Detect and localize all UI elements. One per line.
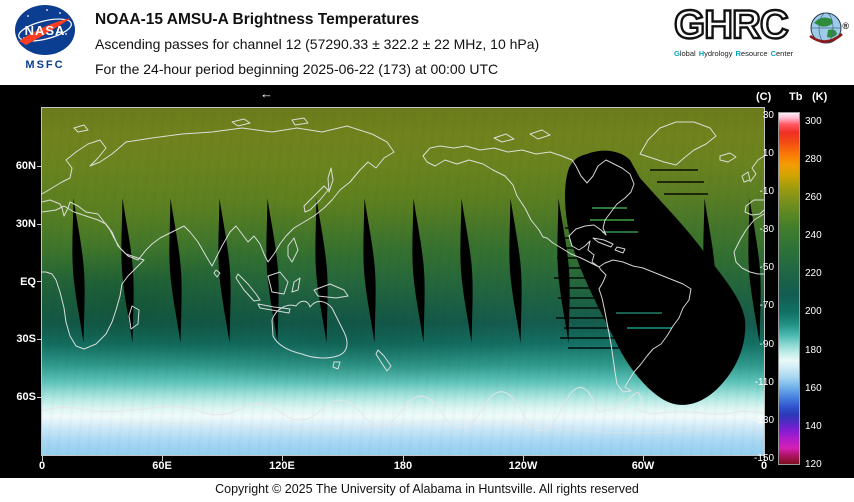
lon-label-180: 180 — [393, 460, 413, 472]
valid-data-streaks — [590, 207, 672, 329]
k-tick: 200 — [805, 306, 822, 317]
subtitle-channel: Ascending passes for channel 12 (57290.3… — [95, 36, 540, 52]
ghrc-logo: GHRC ® Global Hydrology Resource Center — [673, 2, 849, 73]
ghrc-word-resource: Resource — [735, 49, 768, 58]
ghrc-word-hydrology: Hydrology — [698, 49, 733, 58]
msfc-label: MSFC — [25, 59, 65, 71]
c-tick: 30 — [762, 110, 774, 121]
ghrc-subtitle: Global Hydrology Resource Center — [674, 49, 846, 58]
pass-start-marker: ← — [260, 86, 273, 101]
subtitle-period: For the 24-hour period beginning 2025-06… — [95, 61, 499, 77]
c-tick: -90 — [759, 339, 774, 350]
c-tick: -50 — [759, 262, 774, 273]
k-tick: 140 — [805, 421, 822, 432]
lat-label-30s: 30S — [16, 333, 36, 345]
ghrc-acronym-text: GHRC — [673, 2, 790, 48]
c-tick: -30 — [759, 224, 774, 235]
scanline-dropouts — [554, 169, 708, 349]
ghrc-acronym: GHRC ® — [673, 2, 849, 48]
colorbar — [778, 112, 800, 465]
lon-label-120w: 120W — [508, 460, 538, 472]
nasa-meatball-icon: NASA — [15, 5, 75, 55]
k-tick: 300 — [805, 116, 822, 127]
lon-label-0w: 0 — [760, 460, 768, 472]
header: NASA MSFC NOAA-15 AMSU-A Brightness Temp… — [0, 0, 854, 85]
map-overlay — [42, 117, 764, 434]
lat-tick — [37, 397, 42, 398]
lon-tick — [42, 456, 43, 461]
copyright-text: Copyright © 2025 The University of Alaba… — [215, 482, 639, 496]
c-tick: -130 — [753, 415, 774, 426]
lat-label-60n: 60N — [15, 160, 36, 172]
lon-tick — [282, 456, 283, 461]
page-title: NOAA-15 AMSU-A Brightness Temperatures — [95, 11, 420, 28]
lat-tick — [37, 224, 42, 225]
colorbar-quantity: Tb — [789, 91, 803, 103]
k-tick: 180 — [805, 345, 822, 356]
lon-label-0e: 0 — [38, 460, 46, 472]
plot-area: ← — [0, 85, 854, 478]
lon-tick — [162, 456, 163, 461]
lat-tick — [37, 281, 42, 282]
c-tick: -10 — [759, 186, 774, 197]
c-tick: -110 — [754, 377, 774, 388]
k-tick: 220 — [805, 268, 822, 279]
world-map — [41, 107, 765, 456]
ghrc-word-center: Center — [770, 49, 794, 58]
k-tick: 240 — [805, 230, 822, 241]
lon-label-120e: 120E — [269, 460, 295, 472]
lon-tick — [403, 456, 404, 461]
ghrc-word-global: Global — [674, 49, 696, 58]
lat-label-eq: EQ — [20, 276, 36, 288]
lon-label-60e: 60E — [152, 460, 172, 472]
colorbar-unit-celsius: (C) — [756, 91, 772, 103]
lat-label-30n: 30N — [15, 218, 36, 230]
c-tick: -70 — [759, 300, 774, 311]
k-tick: 260 — [805, 192, 822, 203]
k-tick: 280 — [805, 154, 822, 165]
lat-tick — [37, 166, 42, 167]
c-tick: -150 — [753, 453, 774, 464]
globe-icon — [809, 12, 843, 44]
k-tick: 120 — [805, 459, 822, 470]
missing-data-blob — [565, 150, 746, 405]
coastlines — [42, 117, 764, 434]
nasa-logo: NASA MSFC — [14, 4, 76, 74]
lon-label-60w: 60W — [631, 460, 655, 472]
nasa-wordmark: NASA — [25, 23, 66, 38]
title-block: NOAA-15 AMSU-A Brightness Temperatures A… — [95, 7, 539, 82]
lon-tick — [643, 456, 644, 461]
lat-tick — [37, 339, 42, 340]
lat-label-60s: 60S — [16, 391, 36, 403]
footer: Copyright © 2025 The University of Alaba… — [0, 478, 854, 502]
lon-tick — [764, 456, 765, 461]
registered-trademark: ® — [842, 21, 849, 31]
k-tick: 160 — [805, 383, 822, 394]
c-tick: 10 — [762, 148, 774, 159]
lon-tick — [523, 456, 524, 461]
colorbar-unit-kelvin: (K) — [812, 91, 828, 103]
